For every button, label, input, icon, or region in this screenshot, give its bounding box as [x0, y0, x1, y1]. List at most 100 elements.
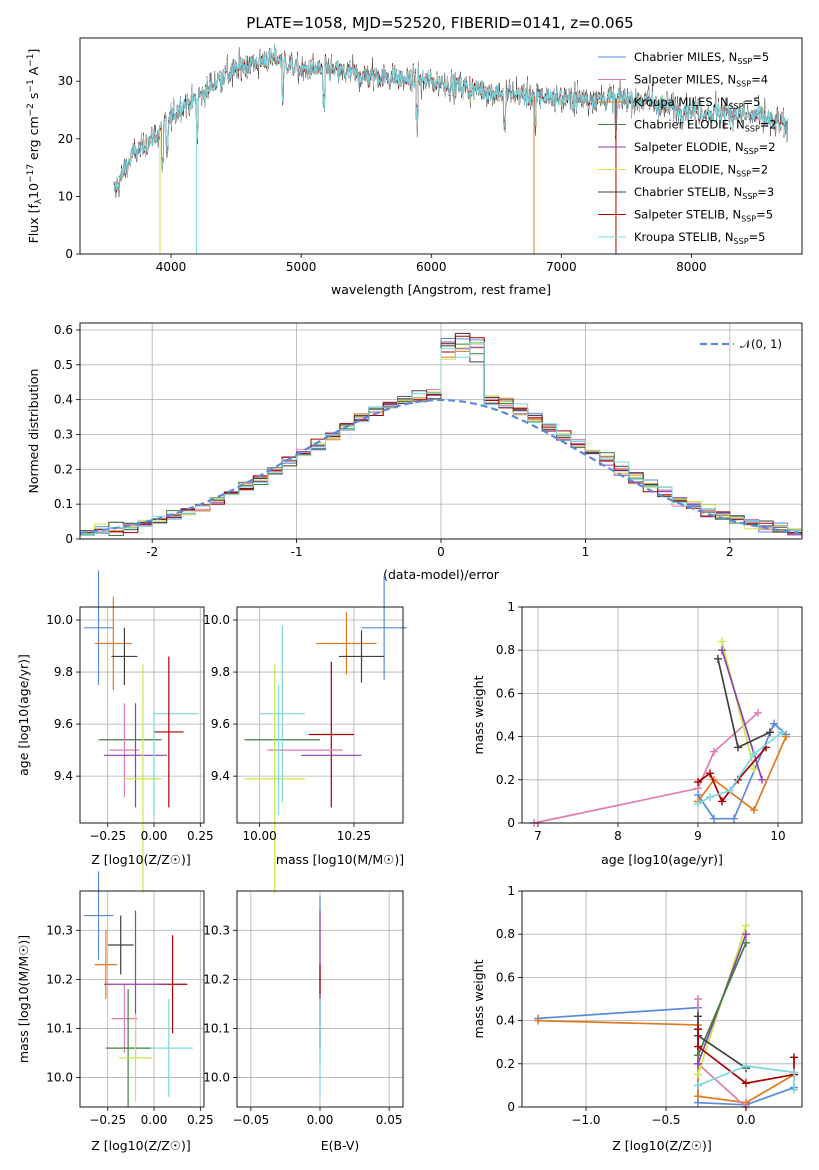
y-tick-label: 10.0: [46, 613, 73, 627]
y-tick-label: 10.0: [203, 613, 230, 627]
x-tick-label: -2: [146, 545, 158, 559]
legend-label: Salpeter ELODIE, NSSP=2: [634, 140, 776, 156]
weight-line: [721, 641, 755, 770]
y-axis-label: Normed distribution: [26, 369, 41, 494]
x-axis-label: Z [log10(Z/Z☉)]: [91, 1138, 191, 1153]
mass-vs-ebv-plot: −0.05 0.00 0.05 10.0 10.1 10.2 10.3 E(B-V): [203, 890, 404, 1153]
age-vs-z-plot: −0.25 0.00 0.25 9.4 9.6 9.8 10.0 Z [log10(Z/Z☉)…: [16, 570, 214, 894]
spectrum-plot: 4000 5000 6000 7000 8000 0 10 20 30 wavelength [A…: [26, 37, 803, 297]
axes-frame: [79, 37, 803, 255]
x-tick-label: 0.00: [141, 829, 168, 843]
legend-subscript: SSP: [734, 237, 749, 246]
weight-marker: [758, 775, 766, 784]
x-tick-label: 10.00: [242, 829, 276, 843]
y-axis-label: mass weight: [471, 959, 486, 1038]
legend-label: Chabrier STELIB, NSSP=3: [634, 185, 774, 201]
x-tick-label: 2: [726, 545, 734, 559]
weight-marker: [706, 769, 714, 778]
weight-marker: [534, 1016, 542, 1025]
y-tick-label: 9.8: [54, 665, 73, 679]
legend-label: Chabrier MILES, NSSP=5: [634, 50, 769, 66]
x-axis-label: mass [log10(M/M☉)]: [276, 852, 404, 867]
y-tick-label: 10.1: [46, 1021, 73, 1035]
x-tick-label: −1.0: [571, 1113, 600, 1127]
legend-count: =3: [757, 185, 774, 199]
x-axis-label: Z [log10(Z/Z☉)]: [91, 852, 191, 867]
weight-marker: [714, 654, 722, 663]
weight-marker: [742, 1079, 750, 1088]
legend-count: =5: [752, 50, 769, 64]
y-tick-label: 10.2: [203, 972, 230, 986]
weight-marker: [694, 777, 702, 786]
weight-vs-age-plot: 7 8 9 10 0 0.2 0.4 0.6 0.8 1 age [log10(age/yr)] ma…: [471, 600, 803, 867]
x-axis-label: (data-model)/error: [383, 567, 500, 582]
weight-marker: [718, 637, 726, 646]
legend-count: =2: [751, 163, 768, 177]
weight-line: [697, 736, 787, 812]
x-tick-label: 0.00: [141, 1113, 168, 1127]
weight-marker: [694, 1070, 702, 1079]
x-tick-label: 0.25: [187, 829, 214, 843]
weight-marker: [694, 1081, 702, 1090]
y-axis-label: Flux [fλ10−17 erg cm−2 s−1 A−1]: [26, 49, 44, 244]
legend-subscript: SSP: [741, 215, 756, 224]
y-tick-label: 0: [507, 816, 515, 830]
y-tick-label: 10.0: [46, 1071, 73, 1085]
weight-marker: [766, 728, 774, 737]
legend-subscript: SSP: [736, 80, 751, 89]
legend-count: =4: [751, 73, 768, 87]
legend-label: Salpeter MILES, NSSP=4: [634, 73, 768, 89]
weight-line: [533, 712, 759, 824]
x-tick-label: 1: [582, 545, 590, 559]
weight-marker: [706, 793, 714, 802]
weight-line: [697, 942, 747, 1056]
axes-frame: [521, 890, 803, 1108]
weight-marker: [770, 719, 778, 728]
y-tick-label: 30: [58, 74, 73, 88]
y-tick-label: 9.8: [211, 665, 230, 679]
weight-marker: [694, 1051, 702, 1060]
weight-marker: [734, 743, 742, 752]
x-tick-label: 5000: [286, 260, 317, 274]
weight-marker: [694, 799, 702, 808]
y-tick-label: 9.4: [211, 769, 230, 783]
legend-label: Kroupa MILES, NSSP=5: [634, 95, 760, 111]
weight-marker: [790, 1085, 798, 1094]
x-tick-label: −0.25: [89, 829, 126, 843]
y-tick-label: 0.2: [54, 462, 73, 476]
x-axis-label: E(B-V): [321, 1138, 360, 1153]
x-axis-label: Z [log10(Z/Z☉)]: [612, 1138, 712, 1153]
spectrum-line-kroupa-stelib: [113, 43, 789, 192]
x-tick-label: 0: [437, 545, 445, 559]
weight-marker: [694, 1012, 702, 1021]
y-axis-label: age [log10(age/yr)]: [16, 654, 31, 776]
axes-frame: [236, 606, 404, 824]
weight-line: [697, 1065, 795, 1090]
y-tick-label: 0.2: [496, 773, 515, 787]
y-tick-label: 0.3: [54, 427, 73, 441]
x-tick-label: 0.0: [736, 1113, 755, 1127]
y-tick-label: 10.3: [203, 923, 230, 937]
y-tick-label: 9.4: [54, 769, 73, 783]
y-tick-label: 0.8: [496, 927, 515, 941]
y-axis-label: mass [log10(M/M☉)]: [16, 935, 31, 1063]
y-tick-label: 10: [58, 189, 73, 203]
weight-marker: [694, 1059, 702, 1068]
legend-count: =2: [759, 140, 776, 154]
y-tick-label: 0.6: [496, 970, 515, 984]
x-tick-label: 8000: [676, 260, 707, 274]
weight-marker: [718, 797, 726, 806]
y-tick-label: 10.0: [203, 1071, 230, 1085]
x-tick-label: 0.00: [307, 1113, 334, 1127]
y-tick-label: 10.1: [203, 1021, 230, 1035]
legend-subscript: SSP: [736, 170, 751, 179]
y-tick-label: 0: [507, 1100, 515, 1114]
x-tick-label: 7: [534, 829, 542, 843]
y-tick-label: 0: [65, 532, 73, 546]
weight-marker: [750, 806, 758, 815]
y-tick-label: 0.6: [496, 686, 515, 700]
x-axis-label: wavelength [Angstrom, rest frame]: [331, 282, 551, 297]
x-tick-label: 6000: [416, 260, 447, 274]
legend-label: 𝒩(0, 1): [740, 337, 782, 351]
x-axis-label: age [log10(age/yr)]: [601, 852, 723, 867]
